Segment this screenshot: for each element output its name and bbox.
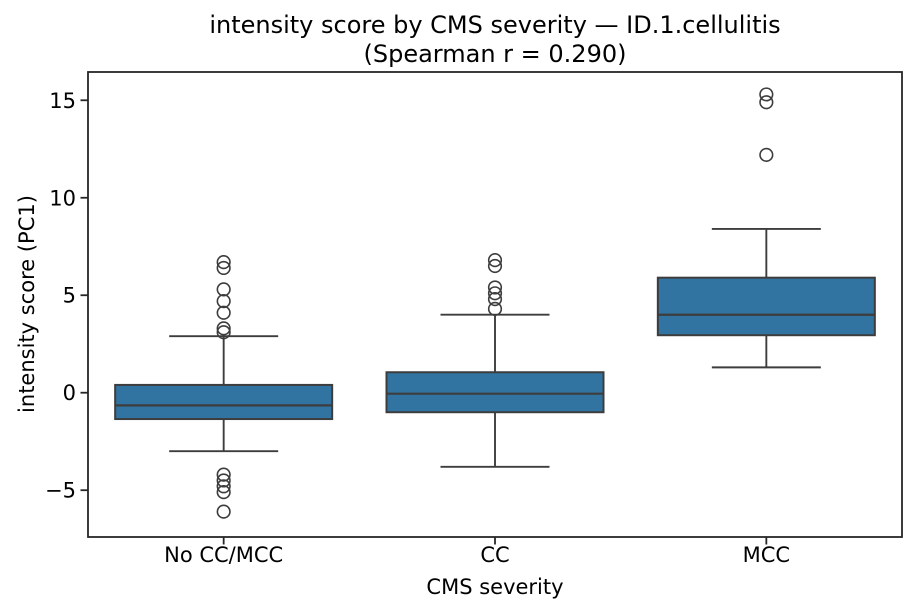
box xyxy=(656,276,876,337)
outlier-point xyxy=(487,253,503,268)
x-tick-label: MCC xyxy=(743,543,790,567)
x-tick-label: No CC/MCC xyxy=(164,543,283,567)
outlier-point xyxy=(487,280,503,295)
outlier-point xyxy=(759,87,774,102)
outlier-point xyxy=(216,260,231,276)
outlier-point xyxy=(216,254,231,270)
outlier-point xyxy=(216,305,231,320)
y-tick-label: 15 xyxy=(49,89,76,113)
outlier-point xyxy=(216,293,231,309)
outlier-point xyxy=(216,282,231,297)
outlier-point xyxy=(487,292,503,307)
outlier-point xyxy=(216,473,231,488)
x-tick-label: CC xyxy=(480,543,509,567)
outlier-point xyxy=(216,504,231,519)
outlier-point xyxy=(487,258,503,274)
outlier-point xyxy=(759,147,774,162)
outlier-point xyxy=(487,286,503,301)
outlier-point xyxy=(759,95,774,110)
outlier-point xyxy=(487,301,503,316)
outlier-point xyxy=(216,467,231,482)
outlier-point xyxy=(216,485,231,500)
outlier-point xyxy=(216,479,231,494)
y-tick-label: 0 xyxy=(63,381,76,405)
outlier-point xyxy=(216,325,231,340)
chart-title: intensity score by CMS severity — ID.1.c… xyxy=(209,11,781,39)
x-axis-label: CMS severity xyxy=(426,575,564,599)
y-tick-label: −5 xyxy=(45,479,76,503)
outlier-point xyxy=(216,321,231,336)
axes-frame xyxy=(87,71,903,538)
y-tick-label: 5 xyxy=(63,284,76,308)
y-tick-label: 10 xyxy=(49,186,76,210)
box xyxy=(385,371,605,414)
chart-subtitle: (Spearman r = 0.290) xyxy=(363,40,627,68)
y-axis-label: intensity score (PC1) xyxy=(15,195,39,413)
box xyxy=(114,383,334,421)
